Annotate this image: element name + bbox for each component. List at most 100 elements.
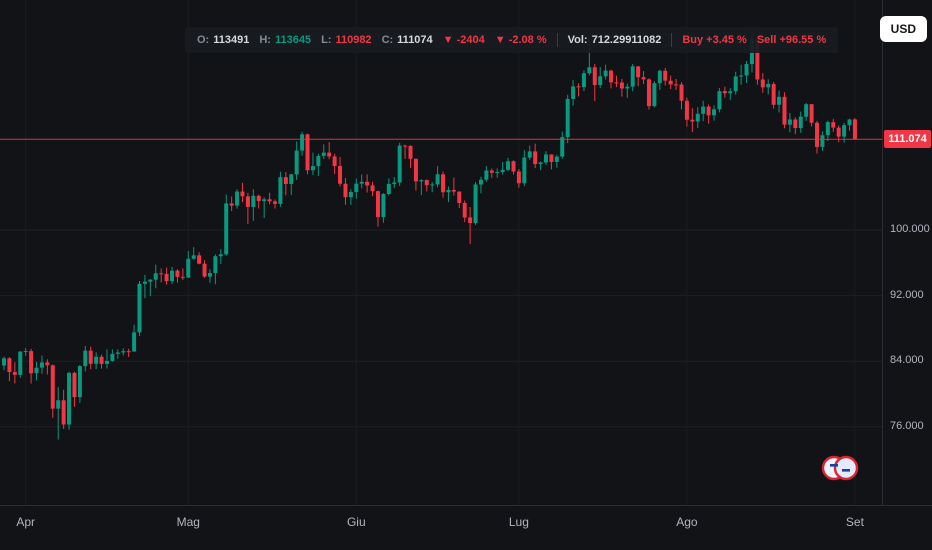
candle-body: [777, 96, 782, 105]
candle-body: [533, 151, 538, 165]
candle-body: [164, 273, 169, 282]
close-value: 111074: [397, 34, 433, 46]
time-axis-label: Lug: [508, 515, 529, 529]
candle-body: [224, 203, 229, 255]
candle-body: [121, 351, 126, 353]
low-group: L: 110982: [321, 34, 372, 46]
candle-body: [408, 145, 413, 159]
candle-body: [760, 79, 765, 88]
candle-body: [153, 273, 158, 280]
time-axis[interactable]: Apr Mag Giu Lug Ago Set: [0, 506, 932, 550]
candle-body: [137, 283, 142, 333]
candle-body: [424, 180, 429, 186]
candle-body: [278, 177, 283, 204]
candle-body: [695, 113, 700, 122]
time-axis-separator: [0, 505, 932, 506]
time-axis-label: Apr: [16, 515, 36, 529]
chart-plot-area[interactable]: [0, 0, 882, 505]
candle-body: [235, 191, 240, 206]
time-axis-label: Giu: [346, 515, 366, 529]
candle-body: [684, 100, 689, 120]
candle-body: [451, 189, 456, 192]
candle-body: [104, 360, 109, 364]
candle-body: [321, 152, 326, 156]
candle-body: [598, 76, 603, 86]
candle-body: [435, 174, 440, 185]
candle-body: [462, 203, 467, 218]
sell-percent: Sell +96.55 %: [756, 34, 827, 46]
candle-body: [2, 358, 6, 366]
candle-body: [132, 332, 137, 352]
candle-body: [506, 161, 511, 170]
change-percent: ▼ -2.08 %: [494, 34, 547, 46]
candle-body: [457, 191, 462, 204]
candle-body: [657, 70, 662, 84]
candle-body: [701, 106, 706, 114]
candle-body: [348, 191, 353, 198]
candle-body: [180, 276, 185, 278]
candle-body: [592, 67, 597, 86]
candle-body: [294, 150, 299, 175]
candlestick-chart[interactable]: [0, 0, 882, 505]
candle-body: [690, 119, 695, 122]
candle-body: [386, 183, 391, 195]
candle-body: [61, 400, 66, 425]
close-group: C: 111074: [382, 34, 433, 46]
candle-body: [538, 162, 543, 165]
candle-body: [554, 156, 559, 162]
currency-usd-button[interactable]: USD: [879, 16, 927, 42]
candle-body: [327, 152, 332, 157]
exchange-logo-icon[interactable]: [818, 451, 862, 485]
high-value: 113645: [274, 34, 312, 46]
candle-body: [430, 184, 435, 186]
candle-body: [793, 119, 798, 129]
candle-body: [674, 84, 679, 86]
volume-group: Vol: 712.29911082: [568, 34, 662, 46]
price-axis-separator: [882, 0, 883, 505]
candle-body: [338, 166, 343, 184]
candle-body: [381, 194, 386, 218]
candle-body: [744, 64, 749, 76]
candle-body: [83, 350, 88, 367]
candle-body: [375, 191, 380, 218]
candle-body: [446, 189, 451, 193]
time-axis-label: Set: [845, 515, 864, 529]
candle-body: [229, 203, 234, 206]
candle-body: [516, 171, 521, 184]
candle-body: [77, 366, 82, 398]
candle-body: [522, 157, 527, 184]
candle-body: [159, 273, 164, 275]
candle-body: [712, 109, 717, 116]
candle-body: [413, 158, 418, 182]
candle-body: [484, 170, 489, 180]
candle-body: [23, 351, 28, 353]
candle-body: [94, 356, 99, 364]
high-label: H:: [259, 34, 271, 46]
candle-body: [218, 254, 223, 257]
candle-body: [798, 116, 803, 129]
price-tick-label: 76.000: [890, 419, 924, 432]
candle-body: [370, 185, 375, 192]
candle-body: [836, 127, 841, 137]
candle-body: [240, 191, 245, 197]
candle-body: [842, 125, 847, 137]
volume-label: Vol:: [567, 34, 588, 46]
candle-body: [733, 76, 738, 92]
candle-body: [441, 174, 446, 193]
candle-body: [825, 122, 830, 136]
price-axis[interactable]: 111.074 100.000 92.000 84.000 76.000: [883, 0, 932, 505]
candle-body: [175, 270, 180, 277]
candle-body: [332, 156, 337, 167]
legend-divider: [671, 33, 673, 47]
candle-body: [815, 122, 819, 147]
candle-body: [495, 171, 500, 173]
candle-body: [202, 263, 207, 277]
candle-body: [289, 174, 294, 185]
candle-body: [527, 151, 532, 158]
candle-body: [706, 106, 711, 116]
candle-body: [728, 91, 733, 94]
candle-body: [115, 352, 120, 354]
candle-body: [852, 119, 857, 140]
volume-value: 712.29911082: [591, 34, 662, 46]
candle-body: [99, 356, 104, 364]
